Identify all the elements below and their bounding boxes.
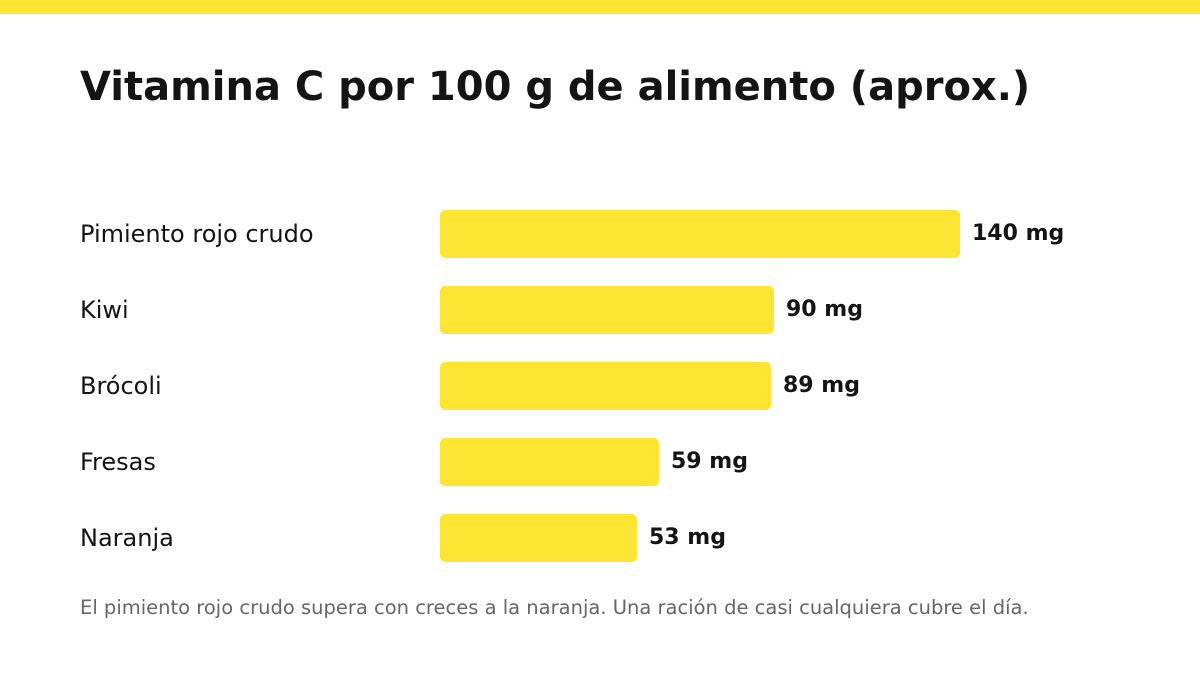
value-label: 89 mg (783, 373, 860, 398)
top-accent-bar (0, 0, 1200, 14)
bar (440, 362, 771, 410)
category-label: Naranja (80, 524, 174, 552)
value-label: 140 mg (972, 221, 1065, 246)
chart-note: El pimiento rojo crudo supera con creces… (80, 596, 1029, 619)
bar (440, 514, 637, 562)
category-label: Pimiento rojo crudo (80, 220, 314, 248)
bar (440, 286, 774, 334)
bar (440, 438, 659, 486)
bar (440, 210, 960, 258)
value-label: 53 mg (649, 525, 726, 550)
category-label: Kiwi (80, 296, 129, 324)
chart-title: Vitamina C por 100 g de alimento (aprox.… (80, 64, 1031, 110)
value-label: 59 mg (671, 449, 748, 474)
category-label: Fresas (80, 448, 156, 476)
category-label: Brócoli (80, 372, 162, 400)
value-label: 90 mg (786, 297, 863, 322)
